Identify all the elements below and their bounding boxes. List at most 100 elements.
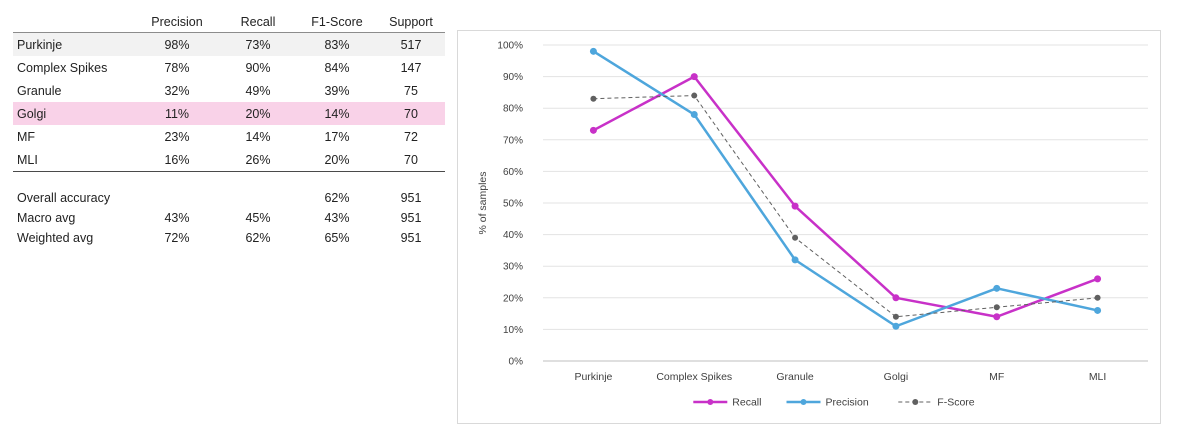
legend-label: Recall	[732, 397, 761, 409]
y-tick-label: 100%	[497, 41, 523, 52]
y-tick-label: 90%	[503, 72, 523, 83]
cell-f1: 84%	[324, 60, 350, 75]
line-chart: 0% 10% 20% 30% 40% 50% 60% 70% 80% 90% 100% Purkin…	[477, 41, 1148, 409]
cell-precision: 98%	[164, 37, 190, 52]
cell-f1: 43%	[324, 211, 350, 225]
cell-support: 147	[400, 60, 422, 75]
data-point-recall	[1094, 275, 1102, 283]
legend-marker	[800, 399, 807, 405]
table-row-granule: Granule 32% 49% 39% 75	[13, 79, 445, 102]
table-row-mli: MLI 16% 26% 20% 70	[13, 148, 445, 171]
legend-label: F-Score	[937, 397, 975, 409]
metrics-table: Precision Recall F1-Score Support Purkin…	[13, 11, 445, 248]
data-point-recall	[993, 313, 1001, 321]
series-line-f-score	[593, 95, 1098, 318]
row-label: MF	[17, 129, 36, 144]
y-tick-label: 10%	[503, 325, 523, 336]
legend-label: Precision	[826, 397, 869, 409]
cell-f1: 20%	[324, 152, 350, 167]
y-tick-label: 80%	[503, 104, 523, 115]
cell-precision: 23%	[164, 129, 190, 144]
x-tick-label: Golgi	[884, 371, 909, 383]
data-point-f-score	[590, 95, 597, 102]
data-point-precision	[993, 284, 1001, 292]
data-point-recall	[791, 202, 799, 210]
cell-recall: 45%	[245, 211, 271, 225]
cell-f1: 39%	[324, 83, 350, 98]
cell-f1: 83%	[324, 37, 350, 52]
x-tick-label: MF	[989, 371, 1004, 383]
cell-support: 70	[404, 152, 418, 167]
data-point-recall	[589, 126, 597, 134]
y-axis-ticks: 0% 10% 20% 30% 40% 50% 60% 70% 80% 90% 100%	[497, 41, 523, 368]
cell-recall: 90%	[245, 60, 271, 75]
data-point-f-score	[1094, 294, 1101, 301]
line-chart-panel: 0% 10% 20% 30% 40% 50% 60% 70% 80% 90% 100% Purkin…	[457, 30, 1161, 424]
header-f1-score: F1-Score	[311, 14, 363, 29]
cell-recall: 14%	[245, 129, 271, 144]
summary-spacer	[13, 172, 445, 188]
series-lines	[589, 47, 1102, 330]
cell-precision: 78%	[164, 60, 190, 75]
table-row-purkinje: Purkinje 98% 73% 83% 517	[13, 33, 445, 56]
table-header-row: Precision Recall F1-Score Support	[13, 11, 445, 32]
class-rows: Purkinje 98% 73% 83% 517 Complex Spikes …	[13, 32, 445, 172]
legend-marker	[707, 399, 714, 405]
data-point-f-score	[993, 304, 1000, 311]
data-point-f-score	[892, 313, 899, 320]
cell-recall: 26%	[245, 152, 271, 167]
row-label: Macro avg	[17, 211, 76, 225]
row-label: Complex Spikes	[17, 60, 108, 75]
cell-f1: 62%	[324, 191, 350, 205]
legend-item-precision: Precision	[786, 397, 869, 409]
data-point-precision	[892, 322, 900, 330]
legend-marker	[912, 399, 919, 405]
x-tick-label: Granule	[776, 371, 814, 383]
series-line-precision	[592, 50, 1098, 328]
data-point-f-score	[691, 92, 698, 99]
x-tick-label: Purkinje	[574, 371, 612, 383]
summary-row-weighted-avg: Weighted avg 72% 62% 65% 951	[13, 228, 445, 248]
cell-precision: 11%	[164, 106, 190, 121]
header-support: Support	[389, 14, 433, 29]
data-point-precision	[791, 256, 799, 264]
y-tick-label: 60%	[503, 167, 523, 178]
cell-f1: 65%	[324, 231, 350, 245]
cell-recall: 62%	[245, 231, 271, 245]
cell-support: 75	[404, 83, 418, 98]
summary-row-overall-accuracy: Overall accuracy 62% 951	[13, 188, 445, 208]
cell-precision: 43%	[164, 211, 190, 225]
x-tick-label: Complex Spikes	[656, 371, 732, 383]
row-label: Purkinje	[17, 37, 63, 52]
legend-item-recall: Recall	[693, 397, 761, 409]
cell-support: 70	[404, 106, 418, 121]
cell-support: 951	[400, 231, 422, 245]
table-row-mf: MF 23% 14% 17% 72	[13, 125, 445, 148]
y-tick-label: 40%	[503, 230, 523, 241]
table-row-complex-spikes: Complex Spikes 78% 90% 84% 147	[13, 56, 445, 79]
summary-row-macro-avg: Macro avg 43% 45% 43% 951	[13, 208, 445, 228]
header-recall: Recall	[240, 14, 276, 29]
row-label: Weighted avg	[17, 231, 94, 245]
cell-f1: 14%	[324, 106, 350, 121]
series-precision	[589, 47, 1102, 330]
x-axis-ticks: Purkinje Complex Spikes Granule Golgi MF MLI	[574, 371, 1106, 383]
cell-support: 517	[400, 37, 422, 52]
cell-support: 951	[400, 211, 422, 225]
cell-precision: 72%	[164, 231, 190, 245]
legend-item-f-score: F-Score	[898, 397, 975, 409]
y-tick-label: 0%	[509, 357, 524, 368]
y-axis-title: % of samples	[477, 171, 489, 234]
row-label: Golgi	[17, 106, 47, 121]
gridlines	[543, 44, 1148, 362]
y-tick-label: 30%	[503, 262, 523, 273]
cell-precision: 32%	[164, 83, 190, 98]
data-point-recall	[690, 73, 698, 81]
y-tick-label: 50%	[503, 199, 523, 210]
y-tick-label: 20%	[503, 293, 523, 304]
cell-f1: 17%	[324, 129, 350, 144]
row-label: Granule	[17, 83, 62, 98]
data-point-precision	[690, 111, 698, 119]
data-point-precision	[1094, 306, 1102, 314]
row-label: MLI	[17, 152, 38, 167]
